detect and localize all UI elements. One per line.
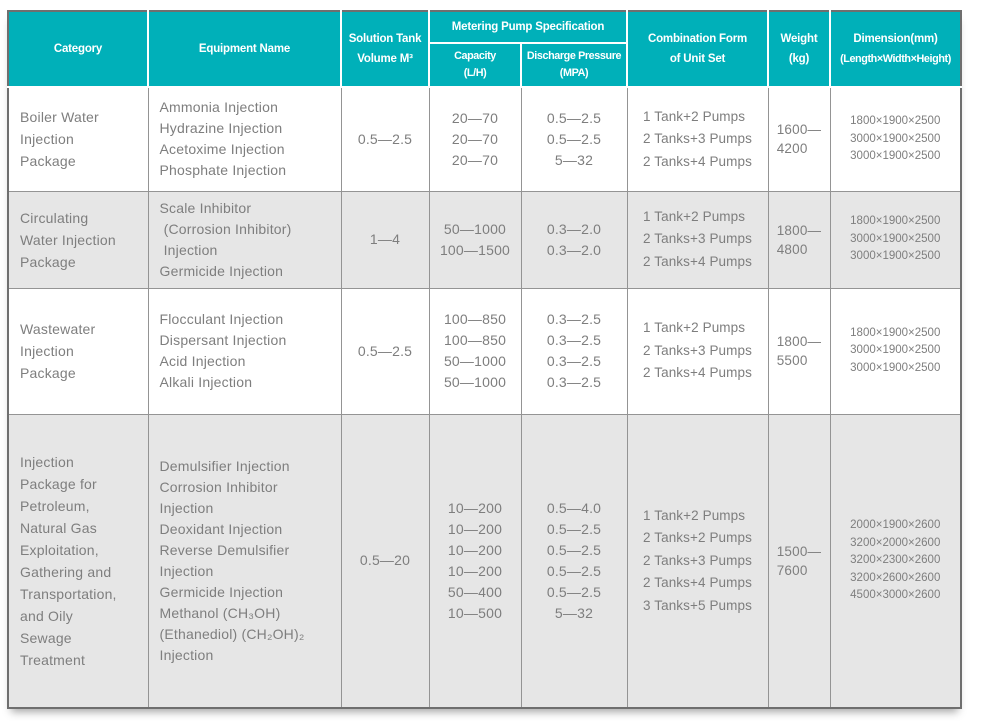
category-text: Boiler Water Injection Package [20, 109, 99, 170]
table-header: Category Equipment Name Solution Tank Vo… [7, 10, 962, 88]
cell-weight: 1500— 7600 [767, 413, 831, 709]
category-text: Injection Package for Petroleum, Natural… [20, 453, 117, 668]
header-row-top: Category Equipment Name Solution Tank Vo… [7, 10, 962, 88]
col-header-category-label: Category [53, 43, 103, 55]
cell-discharge-pressure: 0.3—2.5 0.3—2.5 0.3—2.5 0.3—2.5 [520, 287, 628, 415]
col-header-equipment-name-label: Equipment Name [198, 43, 291, 55]
cell-equipment: Ammonia Injection Hydrazine Injection Ac… [147, 86, 342, 192]
col-header-metering-pump-spec: Metering Pump Specification [428, 10, 628, 44]
equipment-text: Ammonia Injection Hydrazine Injection Ac… [159, 99, 287, 179]
cell-capacity: 20—70 20—70 20—70 [428, 86, 522, 192]
weight-text: 1800— 5500 [776, 334, 822, 368]
solution-tank-volume-text: 0.5—20 [359, 552, 411, 569]
col-header-combination-form: Combination Form of Unit Set [626, 10, 769, 88]
cell-category: Boiler Water Injection Package [7, 86, 149, 192]
capacity-line2: (L/H) [463, 67, 487, 79]
dimension-text: 1800×1900×2500 3000×1900×2500 3000×1900×… [850, 115, 941, 162]
capacity-text: 50—1000 100—1500 [439, 220, 511, 258]
combination-text: 1 Tank+2 Pumps 2 Tanks+3 Pumps 2 Tanks+4… [643, 320, 752, 381]
capacity-text: 10—200 10—200 10—200 10—200 50—400 10—50… [447, 499, 503, 621]
cell-dimension: 1800×1900×2500 3000×1900×2500 3000×1900×… [829, 287, 962, 415]
row-boiler-water-injection: Boiler Water Injection Package Ammonia I… [7, 86, 962, 192]
cell-equipment: Flocculant Injection Dispersant Injectio… [147, 287, 342, 415]
weight-text: 1500— 7600 [776, 543, 822, 578]
dimension-text: 2000×1900×2600 3200×2000×2600 3200×2300×… [850, 519, 941, 601]
equipment-text: Demulsifier Injection Corrosion Inhibito… [159, 457, 305, 663]
table-body: Boiler Water Injection Package Ammonia I… [7, 86, 962, 709]
equipment-text: Flocculant Injection Dispersant Injectio… [159, 311, 287, 390]
cell-discharge-pressure: 0.3—2.0 0.3—2.0 [520, 190, 628, 289]
cell-solution-tank-volume: 1—4 [340, 190, 430, 289]
metering-pump-spec-label: Metering Pump Specification [451, 21, 605, 33]
cell-dimension: 1800×1900×2500 3000×1900×2500 3000×1900×… [829, 190, 962, 289]
cell-dimension: 1800×1900×2500 3000×1900×2500 3000×1900×… [829, 86, 962, 192]
capacity-text: 100—850 100—850 50—1000 50—1000 [443, 311, 507, 390]
discharge-pressure-text: 0.3—2.0 0.3—2.0 [546, 220, 602, 258]
solution-tank-volume-text: 0.5—2.5 [357, 130, 413, 147]
category-text: Wastewater Injection Package [20, 321, 96, 381]
cell-weight: 1800— 4800 [767, 190, 831, 289]
row-wastewater-injection: Wastewater Injection Package Flocculant … [7, 287, 962, 415]
col-header-dimension: Dimension(mm) (Length×Width×Height) [829, 10, 962, 88]
weight-line1: Weight [780, 33, 818, 45]
combination-text: 1 Tank+2 Pumps 2 Tanks+2 Pumps 2 Tanks+3… [643, 507, 752, 613]
combination-form-line2: of Unit Set [669, 53, 726, 65]
cell-combination: 1 Tank+2 Pumps 2 Tanks+3 Pumps 2 Tanks+4… [626, 86, 769, 192]
cell-solution-tank-volume: 0.5—20 [340, 413, 430, 709]
combination-text: 1 Tank+2 Pumps 2 Tanks+3 Pumps 2 Tanks+4… [643, 108, 752, 169]
cell-category: Circulating Water Injection Package [7, 190, 149, 289]
col-header-solution-tank: Solution Tank Volume M³ [340, 10, 430, 88]
col-header-category: Category [7, 10, 149, 88]
discharge-pressure-line2: (MPA) [559, 67, 589, 79]
row-circulating-water-injection: Circulating Water Injection Package Scal… [7, 190, 962, 289]
dimension-text: 1800×1900×2500 3000×1900×2500 3000×1900×… [850, 326, 941, 374]
cell-capacity: 100—850 100—850 50—1000 50—1000 [428, 287, 522, 415]
cell-weight: 1600— 4200 [767, 86, 831, 192]
cell-category: Wastewater Injection Package [7, 287, 149, 415]
weight-line2: (kg) [788, 53, 810, 65]
category-text: Circulating Water Injection Package [20, 209, 116, 270]
discharge-pressure-line1: Discharge Pressure [526, 50, 622, 62]
cell-dimension: 2000×1900×2600 3200×2000×2600 3200×2300×… [829, 413, 962, 709]
cell-capacity: 50—1000 100—1500 [428, 190, 522, 289]
solution-tank-volume-text: 1—4 [369, 231, 401, 247]
discharge-pressure-text: 0.5—2.5 0.5—2.5 5—32 [546, 109, 602, 168]
cell-weight: 1800— 5500 [767, 287, 831, 415]
col-header-weight: Weight (kg) [767, 10, 831, 88]
equipment-spec-table: Category Equipment Name Solution Tank Vo… [7, 10, 962, 709]
capacity-line1: Capacity [454, 50, 496, 62]
dimension-line2: (Length×Width×Height) [840, 53, 951, 65]
solution-tank-line2: Volume M³ [357, 53, 413, 65]
col-header-capacity: Capacity (L/H) [428, 42, 522, 88]
dimension-text: 1800×1900×2500 3000×1900×2500 3000×1900×… [850, 215, 941, 263]
capacity-text: 20—70 20—70 20—70 [451, 109, 499, 168]
discharge-pressure-text: 0.3—2.5 0.3—2.5 0.3—2.5 0.3—2.5 [546, 311, 602, 390]
discharge-pressure-text: 0.5—4.0 0.5—2.5 0.5—2.5 0.5—2.5 0.5—2.5 … [546, 499, 602, 621]
cell-equipment: Demulsifier Injection Corrosion Inhibito… [147, 413, 342, 709]
cell-discharge-pressure: 0.5—2.5 0.5—2.5 5—32 [520, 86, 628, 192]
cell-combination: 1 Tank+2 Pumps 2 Tanks+3 Pumps 2 Tanks+4… [626, 190, 769, 289]
cell-category: Injection Package for Petroleum, Natural… [7, 413, 149, 709]
spec-table-container: Category Equipment Name Solution Tank Vo… [7, 10, 962, 709]
combination-text: 1 Tank+2 Pumps 2 Tanks+3 Pumps 2 Tanks+4… [643, 208, 752, 269]
solution-tank-line1: Solution Tank [348, 33, 422, 45]
row-petroleum-injection-package: Injection Package for Petroleum, Natural… [7, 413, 962, 709]
combination-form-line1: Combination Form [647, 33, 747, 45]
cell-combination: 1 Tank+2 Pumps 2 Tanks+2 Pumps 2 Tanks+3… [626, 413, 769, 709]
solution-tank-volume-text: 0.5—2.5 [357, 342, 413, 359]
cell-equipment: Scale Inhibitor (Corrosion Inhibitor) In… [147, 190, 342, 289]
cell-solution-tank-volume: 0.5—2.5 [340, 86, 430, 192]
weight-text: 1800— 4800 [776, 222, 822, 257]
col-header-equipment-name: Equipment Name [147, 10, 342, 88]
col-header-discharge-pressure: Discharge Pressure (MPA) [520, 42, 628, 88]
dimension-line1: Dimension(mm) [853, 33, 938, 45]
header-row-sub: Capacity (L/H) Discharge Pressure (MPA) [8, 42, 961, 88]
cell-capacity: 10—200 10—200 10—200 10—200 50—400 10—50… [428, 413, 522, 709]
cell-combination: 1 Tank+2 Pumps 2 Tanks+3 Pumps 2 Tanks+4… [626, 287, 769, 415]
cell-discharge-pressure: 0.5—4.0 0.5—2.5 0.5—2.5 0.5—2.5 0.5—2.5 … [520, 413, 628, 709]
weight-text: 1600— 4200 [776, 122, 822, 157]
cell-solution-tank-volume: 0.5—2.5 [340, 287, 430, 415]
equipment-text: Scale Inhibitor (Corrosion Inhibitor) In… [159, 199, 292, 279]
